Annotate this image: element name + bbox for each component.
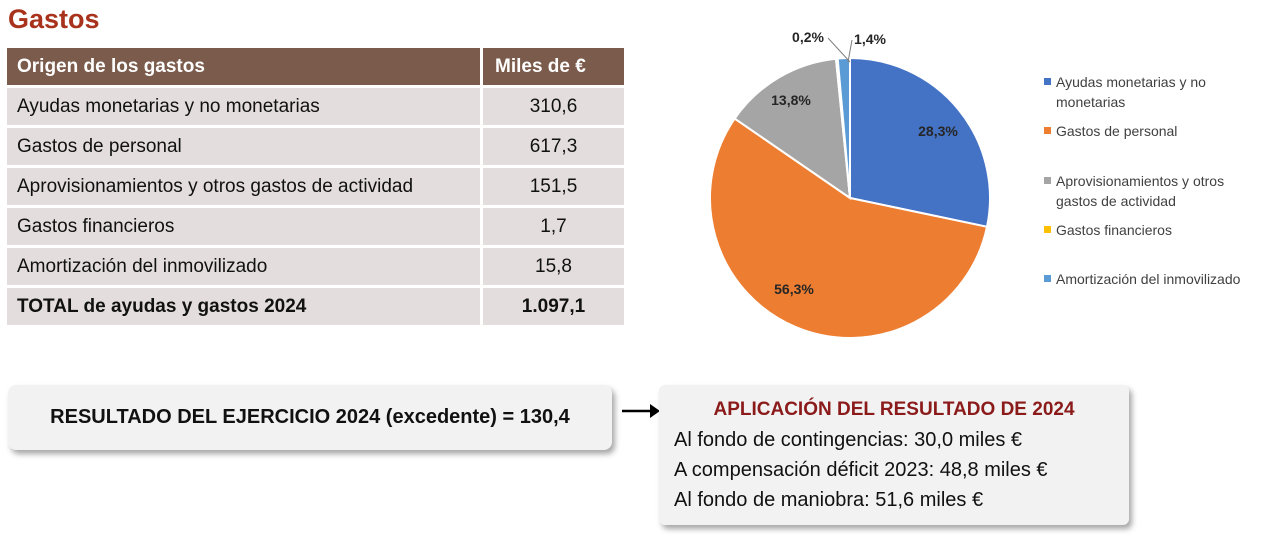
pie-data-label: 56,3%: [774, 281, 814, 297]
legend-swatch: [1044, 275, 1051, 282]
legend-label: Gastos financieros: [1056, 222, 1172, 238]
row-label: Amortización del inmovilizado: [7, 248, 480, 288]
pie-slice: [733, 57, 852, 201]
result-text: RESULTADO DEL EJERCICIO 2024 (excedente)…: [50, 406, 570, 428]
row-label: Aprovisionamientos y otros gastos de act…: [7, 168, 480, 208]
legend-item: Ayudas monetarias y no monetarias: [1044, 72, 1261, 112]
row-label: Ayudas monetarias y no monetarias: [7, 88, 480, 128]
application-line: Al fondo de contingencias: 30,0 miles €: [674, 429, 1022, 451]
row-value: 1,7: [480, 208, 624, 248]
legend-label: Ayudas monetarias y no monetarias: [1056, 74, 1206, 110]
table-row: Ayudas monetarias y no monetarias 310,6: [7, 88, 624, 128]
pie-data-label: 0,2%: [792, 29, 824, 45]
legend-label: Amortización del inmovilizado: [1056, 271, 1241, 287]
row-label: Gastos financieros: [7, 208, 480, 248]
row-value: 310,6: [480, 88, 624, 128]
pie-data-label: 1,4%: [854, 31, 886, 47]
table-header-row: Origen de los gastos Miles de €: [7, 48, 624, 88]
application-title: APLICACIÓN DEL RESULTADO DE 2024: [713, 399, 1075, 420]
total-value: 1.097,1: [480, 288, 624, 328]
leader-line: [827, 37, 851, 63]
pie-data-label: 13,8%: [771, 92, 811, 108]
pie-slice: [849, 56, 991, 229]
leader-line: [847, 39, 853, 63]
legend-swatch: [1044, 78, 1051, 85]
legend-label: Gastos de personal: [1056, 123, 1178, 139]
table-row: Aprovisionamientos y otros gastos de act…: [7, 168, 624, 208]
total-row: TOTAL de ayudas y gastos 2024 1.097,1: [7, 288, 624, 328]
row-value: 617,3: [480, 128, 624, 168]
application-line: A compensación déficit 2023: 48,8 miles …: [674, 459, 1048, 481]
row-value: 151,5: [480, 168, 624, 208]
legend-swatch: [1044, 127, 1051, 134]
row-value: 15,8: [480, 248, 624, 288]
header-origin: Origen de los gastos: [7, 48, 480, 88]
legend-item: Gastos financieros: [1044, 220, 1261, 240]
legend-swatch: [1044, 226, 1051, 233]
total-label: TOTAL de ayudas y gastos 2024: [7, 288, 480, 328]
legend-item: Aprovisionamientos y otros gastos de act…: [1044, 171, 1261, 211]
pie-data-label: 28,3%: [918, 123, 958, 139]
legend-label: Aprovisionamientos y otros gastos de act…: [1056, 173, 1225, 209]
pie-slice: [836, 56, 851, 199]
page-title: Gastos: [8, 4, 100, 34]
arrow-right-icon: [622, 404, 660, 418]
table-row: Gastos de personal 617,3: [7, 128, 624, 168]
table-row: Gastos financieros 1,7: [7, 208, 624, 248]
row-label: Gastos de personal: [7, 128, 480, 168]
legend-item: Amortización del inmovilizado: [1044, 269, 1261, 289]
pie-slice: [709, 117, 989, 339]
expenses-table: Origen de los gastos Miles de € Ayudas m…: [7, 48, 624, 328]
application-box: APLICACIÓN DEL RESULTADO DE 2024 Al fond…: [659, 385, 1129, 525]
legend-swatch: [1044, 177, 1051, 184]
table-row: Amortización del inmovilizado 15,8: [7, 248, 624, 288]
result-box: RESULTADO DEL EJERCICIO 2024 (excedente)…: [8, 385, 612, 450]
application-line: Al fondo de maniobra: 51,6 miles €: [674, 489, 984, 511]
expenses-pie-chart: 28,3% 56,3% 13,8% 0,2% 1,4%: [709, 29, 991, 339]
legend-item: Gastos de personal: [1044, 121, 1261, 141]
header-amount: Miles de €: [480, 48, 624, 88]
